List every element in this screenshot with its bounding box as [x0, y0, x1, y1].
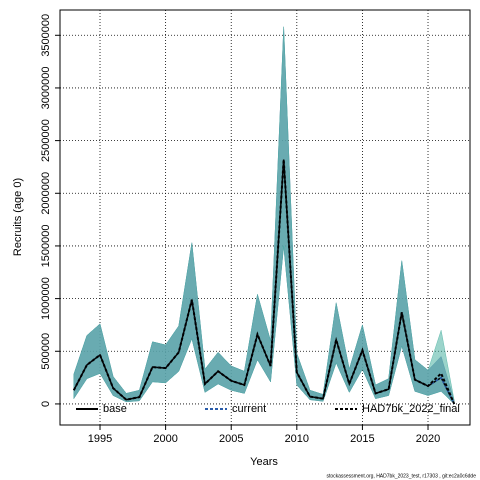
plot-frame — [59, 9, 471, 426]
y-tick-label: 1500000 — [40, 225, 52, 268]
footnote: stockassessment.org, HAD7bk_2023_test, r… — [326, 473, 476, 479]
confidence-band — [73, 26, 455, 405]
legend-label: HAD7bk_2022_final — [362, 403, 460, 415]
x-tick-label: 2005 — [219, 433, 243, 445]
y-tick-label: 500000 — [40, 333, 52, 370]
y-axis-label: Recruits (age 0) — [12, 178, 24, 256]
y-tick-label: 2500000 — [40, 119, 52, 162]
x-axis-label: Years — [250, 456, 278, 468]
x-tick-label: 2015 — [350, 433, 374, 445]
y-tick-label: 3000000 — [40, 67, 52, 110]
series-line — [72, 159, 456, 405]
legend-label: current — [232, 403, 266, 415]
x-tick-label: 1995 — [88, 433, 112, 445]
legend-label: base — [103, 403, 127, 415]
x-tick-label: 2020 — [416, 433, 440, 445]
y-tick-label: 2000000 — [40, 172, 52, 215]
y-tick-label: 0 — [40, 401, 52, 407]
x-tick-label: 2010 — [285, 433, 309, 445]
x-tick-label: 2000 — [153, 433, 177, 445]
y-tick-label: 3500000 — [40, 14, 52, 57]
y-tick-label: 1000000 — [40, 277, 52, 320]
